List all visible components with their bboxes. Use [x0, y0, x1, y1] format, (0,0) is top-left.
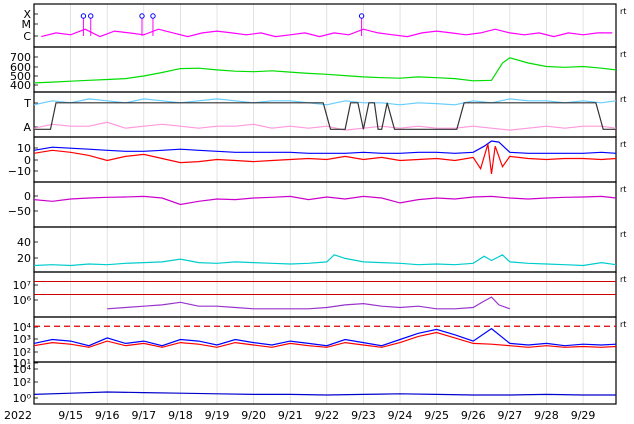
event-marker — [139, 13, 145, 19]
rt-marker: rt — [620, 230, 626, 239]
y-tick-label: 600 — [10, 61, 31, 74]
y-tick-label: 20 — [17, 252, 31, 265]
y-tick-label: C — [23, 30, 31, 43]
x-tick-label: 9/17 — [131, 409, 156, 422]
x-tick-label: 9/20 — [241, 409, 266, 422]
x-tick-label: 9/29 — [571, 409, 596, 422]
event-marker — [88, 13, 94, 19]
x-tick-label: 9/24 — [388, 409, 413, 422]
series-line-0 — [33, 327, 617, 347]
y-tick-label: 10 — [17, 142, 31, 155]
x-tick-label: 9/28 — [534, 409, 559, 422]
rt-marker: rt — [620, 320, 626, 329]
event-marker — [358, 13, 365, 19]
panel-frame — [33, 91, 617, 138]
series-line-0 — [41, 28, 613, 38]
x-tick-label: 9/15 — [58, 409, 83, 422]
event-marker — [80, 13, 87, 19]
y-tick-label: 10² — [13, 346, 31, 359]
x-tick-label: 9/27 — [497, 409, 522, 422]
series-line-0 — [33, 57, 617, 84]
series-line-1 — [33, 121, 617, 131]
series-line-0 — [33, 140, 617, 154]
y-tick-label: 10³ — [13, 333, 31, 346]
panel-frame — [33, 46, 617, 93]
y-tick-label: 700 — [10, 51, 31, 64]
panel-angle: 0 −50 rt — [8, 181, 626, 228]
y-tick-label: 0 — [24, 154, 31, 167]
y-tick-label: 10⁴ — [13, 363, 32, 376]
y-tick-label: 400 — [10, 79, 31, 92]
y-tick-label: 10² — [13, 376, 31, 389]
grid-lines — [70, 4, 584, 404]
y-tick-label: 500 — [10, 70, 31, 83]
event-marker — [150, 13, 156, 19]
panel-magnetic-field: 100−10 rt — [8, 136, 626, 183]
x-axis: 9/15 9/16 9/17 9/18 9/19 9/20 9/21 9/22 9/23 9/24… — [58, 409, 595, 422]
rt-marker: rt — [620, 275, 626, 284]
rt-marker: rt — [620, 7, 626, 16]
y-tick-label: −10 — [8, 165, 31, 178]
y-tick-label: 40 — [17, 236, 31, 249]
x-tick-label: 9/23 — [351, 409, 376, 422]
series-line-0 — [33, 195, 617, 206]
y-tick-label: 0 — [24, 190, 31, 203]
x-tick-label: 9/26 — [461, 409, 486, 422]
series-line-0 — [107, 296, 511, 310]
y-tick-label: 10⁶ — [13, 294, 32, 307]
panel-frame — [33, 226, 617, 273]
y-tick-label: 10⁴ — [13, 321, 32, 334]
panel-frame — [33, 361, 617, 405]
series-line-0 — [33, 98, 617, 106]
y-tick-label: M — [22, 18, 32, 31]
series-line-1 — [33, 143, 617, 174]
panel-frame — [33, 181, 617, 228]
y-tick-label: −50 — [8, 205, 31, 218]
y-tick-label: 10¹ — [13, 357, 31, 370]
y-tick-label: 10⁰ — [13, 392, 32, 405]
rt-marker: rt — [620, 185, 626, 194]
series-line-2 — [34, 102, 616, 130]
y-tick-label: X — [23, 8, 31, 21]
year-label: 2022 — [4, 409, 32, 422]
panel-frame — [33, 316, 617, 363]
panel-temperature: 10⁷ 10⁶ rt — [13, 271, 626, 318]
y-tick-label: 10⁷ — [13, 279, 31, 292]
x-tick-label: 9/16 — [95, 409, 120, 422]
y-tick-label: A — [23, 121, 31, 134]
series-line-0 — [33, 254, 617, 267]
panel-frame — [33, 3, 617, 48]
rt-marker: rt — [620, 140, 626, 149]
x-tick-label: 9/18 — [168, 409, 193, 422]
x-tick-label: 9/19 — [205, 409, 230, 422]
panel-density: 40 20 rt — [17, 226, 626, 273]
rt-marker: rt — [620, 50, 626, 59]
series-line-1 — [33, 331, 617, 348]
rt-marker: rt — [620, 95, 626, 104]
x-tick-label: 9/25 — [424, 409, 449, 422]
series-line-0 — [33, 391, 616, 396]
y-tick-label: T — [23, 97, 31, 110]
x-tick-label: 9/22 — [314, 409, 339, 422]
x-tick-label: 9/21 — [278, 409, 303, 422]
